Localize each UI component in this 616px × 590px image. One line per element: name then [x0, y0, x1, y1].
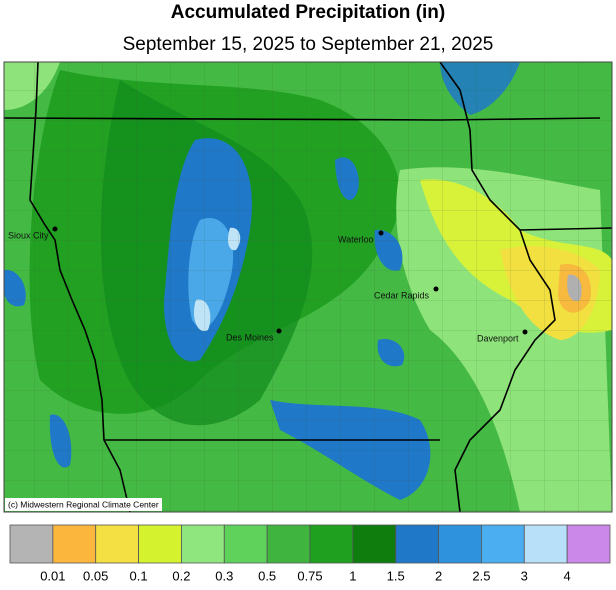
state-line-east: [519, 227, 612, 231]
legend-label: 1.5: [387, 568, 405, 583]
legend-label: 0.1: [130, 568, 148, 583]
city-label: Cedar Rapids: [374, 290, 430, 300]
city-label: Sioux City: [8, 230, 49, 240]
legend-swatch: [481, 524, 525, 564]
river-border-west: [29, 62, 131, 512]
legend-label: 2: [435, 568, 442, 583]
city-dot: [433, 286, 439, 292]
county-lines: [4, 62, 612, 512]
legend-swatch: [395, 524, 439, 564]
city-layer: Sioux City Waterloo Cedar Rapids Des Moines…: [8, 226, 528, 343]
legend-swatch: [52, 524, 97, 564]
credit: (c) Midwestern Regional Climate Center: [8, 499, 159, 509]
legend-swatch: [566, 524, 611, 564]
legend-swatch: [352, 524, 397, 564]
legend-swatch: [438, 524, 482, 564]
city-dot: [378, 230, 384, 236]
legend-swatch: [9, 524, 54, 564]
city-label: Des Moines: [226, 332, 274, 342]
map-frame: [3, 61, 613, 513]
city-dot: [522, 329, 528, 335]
legend-label: 0.01: [40, 568, 65, 583]
precip-field: [4, 62, 612, 512]
legend-label: 0.05: [83, 568, 108, 583]
city-label: Waterloo: [338, 234, 374, 244]
city-dot: [276, 328, 282, 334]
legend-label: 0.5: [258, 568, 276, 583]
legend-swatch: [138, 524, 182, 564]
legend-label: 0.75: [297, 568, 322, 583]
city-label: Davenport: [477, 333, 519, 343]
legend-swatch: [223, 524, 268, 564]
legend-swatch: [181, 524, 225, 564]
legend-swatch: [309, 524, 354, 564]
map-title: Accumulated Precipitation (in): [171, 2, 445, 23]
legend-label: 0.2: [172, 568, 190, 583]
legend-swatch: [523, 524, 568, 564]
legend-label: 3: [521, 568, 528, 583]
legend-label: 2.5: [472, 568, 490, 583]
legend-label: 1: [349, 568, 356, 583]
legend-swatch: [266, 524, 311, 564]
legend-swatch: [95, 524, 139, 564]
legend-label: 0.3: [215, 568, 233, 583]
map-subtitle: September 15, 2025 to September 21, 2025: [123, 34, 494, 55]
river-border-east: [439, 62, 556, 512]
legend: 0.01 0.05 0.1 0.2 0.3 0.5 0.75 1 1.5 2 2.5 3 4: [9, 524, 611, 583]
state-line-north: [4, 117, 601, 121]
city-dot: [52, 226, 58, 232]
legend-label: 4: [564, 568, 571, 583]
credit-box: [5, 498, 162, 511]
